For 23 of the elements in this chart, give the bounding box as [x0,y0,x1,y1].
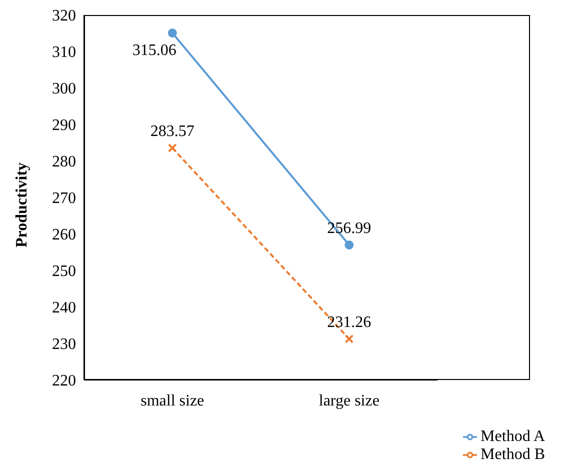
legend-label: Method A [480,428,545,445]
point [344,334,354,344]
y-tick-label: 220 [52,372,76,390]
data-label: 315.06 [132,42,176,60]
point [168,143,177,152]
y-tick-label: 310 [52,44,76,62]
y-tick-label: 290 [52,117,76,134]
data-label: 283.57 [150,122,194,140]
y-tick-label: 240 [52,300,76,317]
data-label: 231.26 [327,314,372,331]
y-axis-title: Productivity [14,162,31,248]
y-tick-label: 230 [52,336,76,354]
y-tick-label: 250 [52,263,76,280]
y-tick-label: 270 [52,190,76,208]
point [344,240,354,250]
y-tick-label: 300 [52,80,76,98]
y-tick-label: 320 [52,8,76,25]
y-tick-label: 260 [52,226,76,244]
legend-label: Method B [480,446,545,463]
x-tick-label: small size [140,392,204,410]
point [168,28,177,38]
x-tick-label: large size [318,392,380,410]
y-tick-label: 280 [52,154,76,171]
